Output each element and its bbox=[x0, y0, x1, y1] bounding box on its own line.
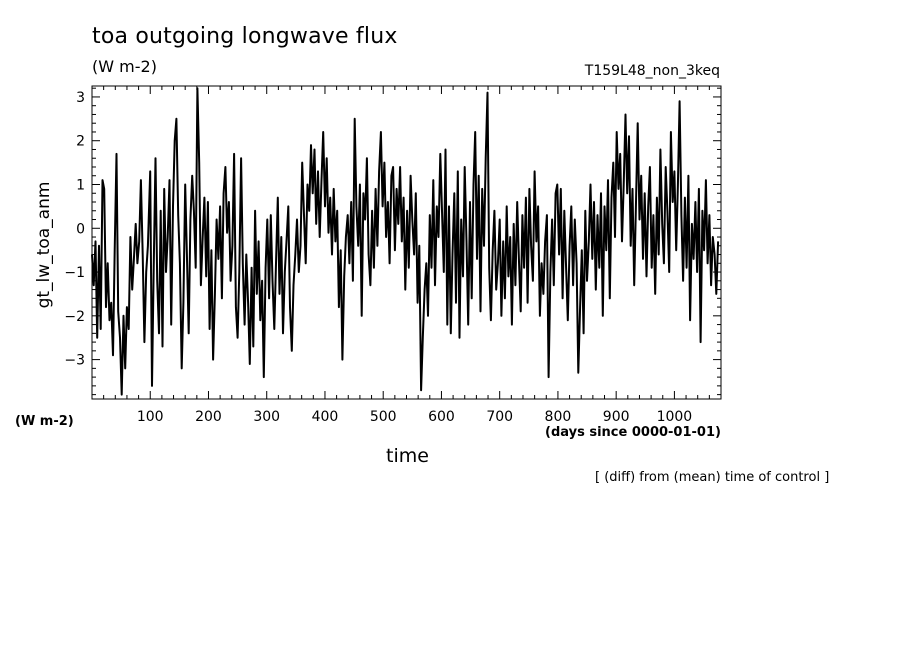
x-unit-note: (days since 0000-01-01) bbox=[545, 425, 721, 440]
y-tick-label: 1 bbox=[76, 177, 85, 193]
y-tick-label: 2 bbox=[76, 134, 85, 150]
chart-subtitle-unit: (W m-2) bbox=[92, 57, 157, 76]
x-tick-label: 500 bbox=[370, 409, 397, 425]
chart-title: toa outgoing longwave flux bbox=[92, 24, 398, 49]
y-tick-label: −3 bbox=[64, 353, 85, 369]
series-line-0 bbox=[91, 87, 720, 396]
x-tick-label: 900 bbox=[603, 409, 630, 425]
y-tick-label: −1 bbox=[64, 265, 85, 281]
x-tick-label: 300 bbox=[253, 409, 280, 425]
x-tick-label: 200 bbox=[195, 409, 222, 425]
y-tick-label: −2 bbox=[64, 309, 85, 325]
y-tick-label: 0 bbox=[76, 221, 85, 237]
x-tick-label: 1000 bbox=[657, 409, 693, 425]
x-tick-label: 800 bbox=[545, 409, 572, 425]
x-tick-label: 400 bbox=[312, 409, 339, 425]
x-tick-label: 100 bbox=[137, 409, 164, 425]
footnote: [ (diff) from (mean) time of control ] bbox=[595, 470, 830, 485]
y-unit-note: (W m-2) bbox=[15, 414, 74, 429]
x-tick-label: 600 bbox=[428, 409, 455, 425]
y-tick-label: 3 bbox=[76, 90, 85, 106]
x-tick-label: 700 bbox=[486, 409, 513, 425]
run-label: T159L48_non_3keq bbox=[584, 63, 720, 79]
x-axis-label: time bbox=[386, 445, 429, 467]
